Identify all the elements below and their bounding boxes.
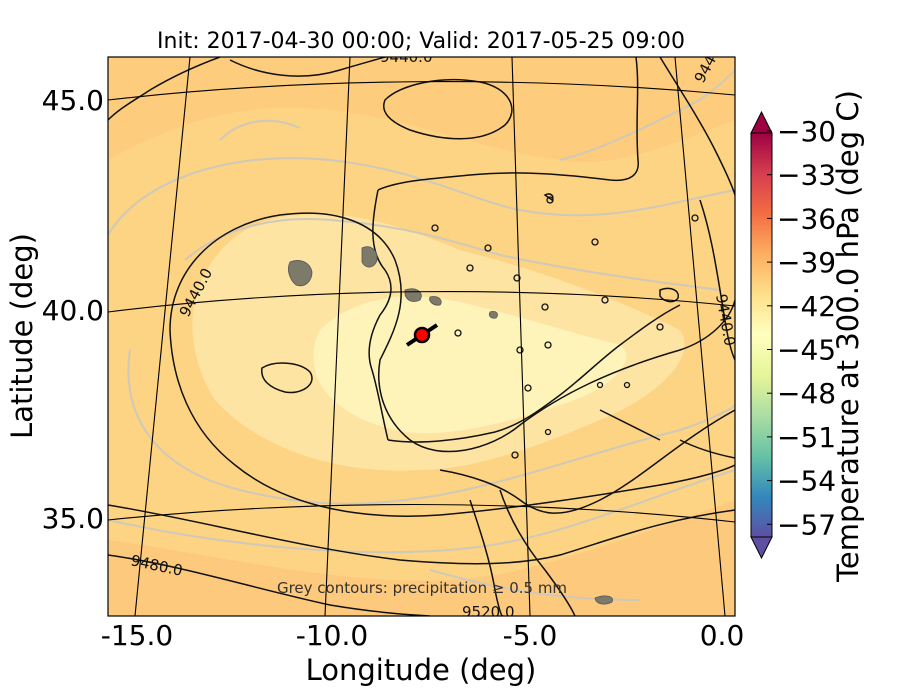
colorbar-tick-label: −39 <box>777 246 836 279</box>
y-tick-label: 45.0 <box>42 84 104 117</box>
temperature-field-warm-region-south <box>108 500 735 616</box>
geopotential-contours <box>108 57 735 616</box>
colorbar-tick-label: −54 <box>777 465 836 498</box>
colorbar-tick-label: −51 <box>777 421 836 454</box>
precipitation-note: Grey contours: precipitation ≥ 0.5 mm <box>277 579 567 597</box>
graticule <box>108 57 735 616</box>
y-axis-label: Latitude (deg) <box>5 233 39 439</box>
temperature-field-coolest-region <box>313 296 627 434</box>
x-tick-label: 0.0 <box>700 619 745 652</box>
temperature-contours <box>108 69 735 601</box>
map-frame <box>107 56 736 617</box>
contour-label: 9520.0 <box>462 603 515 621</box>
colorbar: −30 −33 −36 −39 −42 −45 −48 −51 −54 −57 <box>750 110 836 560</box>
x-tick-label: -5.0 <box>503 619 558 652</box>
station-marker <box>405 323 439 347</box>
colorbar-tick-label: −57 <box>777 508 836 541</box>
colorbar-tick-label: −42 <box>777 290 836 323</box>
map-panel: 9440.0 9440.0 9440.0 9480.0 9520.0 944 G… <box>108 48 735 621</box>
figure-title: Init: 2017-04-30 00:00; Valid: 2017-05-2… <box>157 29 685 54</box>
y-tick-label: 35.0 <box>42 502 104 535</box>
colorbar-extend-top <box>750 110 773 134</box>
x-tick-labels: -15.0 -10.0 -5.0 0.0 <box>101 619 744 652</box>
colorbar-tick-label: −30 <box>777 115 836 148</box>
y-tick-label: 40.0 <box>42 294 104 327</box>
temperature-field-warm-region <box>108 57 735 162</box>
colorbar-label: Temperature at 300.0 hPa (deg C) <box>831 90 865 583</box>
contour-label: 9440.0 <box>380 48 433 66</box>
small-contour-blobs <box>431 196 699 459</box>
x-axis-label: Longitude (deg) <box>306 653 537 687</box>
y-tick-labels: 45.0 40.0 35.0 <box>42 84 104 535</box>
colorbar-tick-label: −33 <box>777 159 836 192</box>
colorbar-tick-label: −45 <box>777 334 836 367</box>
colorbar-tick-label: −36 <box>777 202 836 235</box>
colorbar-extend-bottom <box>750 536 773 560</box>
colorbar-tick-label: −48 <box>777 377 836 410</box>
x-tick-label: -15.0 <box>101 619 173 652</box>
x-tick-label: -10.0 <box>296 619 368 652</box>
colorbar-ticks: −30 −33 −36 −39 −42 −45 −48 −51 −54 −57 <box>767 115 836 541</box>
colorbar-body <box>750 132 773 538</box>
